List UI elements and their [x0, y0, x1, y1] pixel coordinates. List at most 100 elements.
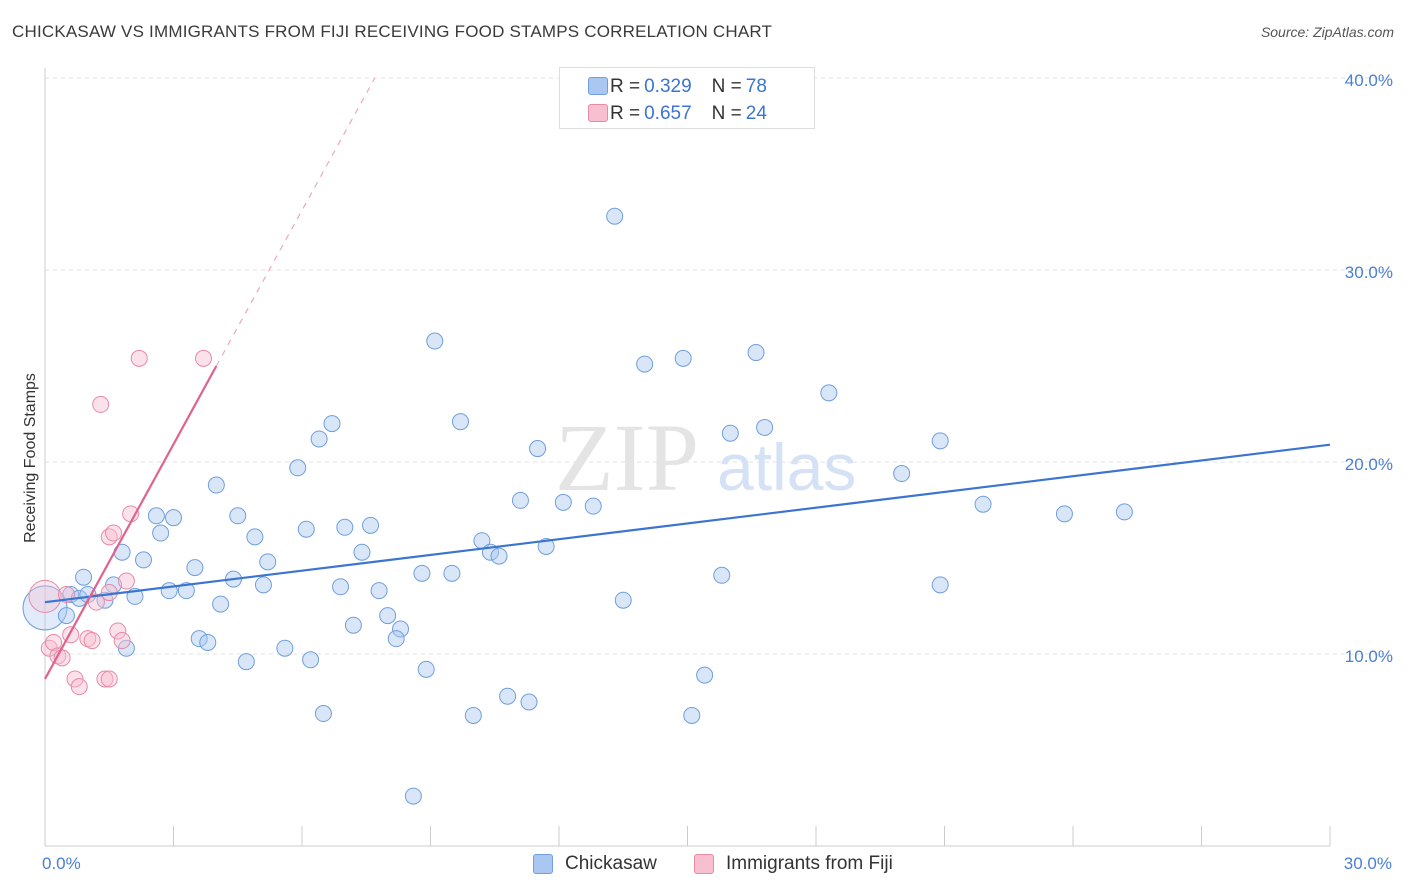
legend-r-value: 0.657: [644, 103, 692, 124]
chickasaw-point: [75, 568, 93, 586]
fiji-point: [105, 524, 123, 542]
chickasaw-point: [683, 706, 701, 724]
bottom-legend-chickasaw[interactable]: Chickasaw: [533, 851, 657, 877]
watermark-atlas: atlas: [717, 430, 856, 504]
chickasaw-point: [974, 495, 992, 513]
fiji-point: [79, 630, 97, 648]
chickasaw-point: [160, 582, 178, 600]
chickasaw-point: [747, 344, 765, 362]
chickasaw-point: [314, 705, 332, 723]
legend-r-label: R =: [610, 103, 641, 124]
bottom-legend-swatch-chickasaw: [533, 854, 553, 874]
chickasaw-point: [370, 582, 388, 600]
chickasaw-point: [259, 553, 277, 571]
chart-title: CHICKASAW VS IMMIGRANTS FROM FIJI RECEIV…: [12, 22, 773, 41]
chickasaw-point: [237, 653, 255, 671]
chickasaw-point: [302, 651, 320, 669]
chickasaw-point: [721, 424, 739, 442]
chickasaw-point: [177, 582, 195, 600]
y-tick-label: 40.0%: [1345, 71, 1393, 90]
chickasaw-point: [344, 616, 362, 634]
legend-r-label: R =: [610, 76, 641, 97]
chickasaw-point: [614, 591, 632, 609]
labels-layer: 10.0% 20.0% 30.0% 40.0% 0.0% 30.0%: [42, 71, 1393, 873]
fiji-point: [87, 593, 105, 611]
legend-row-chickasaw: R = 0.329 N = 78: [588, 75, 767, 99]
chickasaw-point: [404, 787, 422, 805]
fiji-point: [194, 349, 212, 367]
chickasaw-point: [336, 518, 354, 536]
chickasaw-point: [931, 432, 949, 450]
chickasaw-point: [464, 706, 482, 724]
chickasaw-point: [323, 415, 341, 433]
chickasaw-point: [117, 639, 135, 657]
chickasaw-point: [212, 595, 230, 613]
chickasaw-point: [893, 465, 911, 483]
fiji-point: [96, 670, 114, 688]
x-tick-label: 30.0%: [1344, 854, 1392, 873]
chickasaw-point: [362, 516, 380, 534]
legend-row-fiji: R = 0.657 N = 24: [588, 102, 767, 126]
chickasaw-point: [147, 507, 165, 525]
chickasaw-point: [199, 633, 217, 651]
chickasaw-point: [392, 620, 410, 638]
y-tick-label: 30.0%: [1345, 263, 1393, 282]
watermark-zip: ZIP: [555, 404, 699, 511]
chickasaw-point: [584, 497, 602, 515]
chickasaw-point: [426, 332, 444, 350]
chickasaw-point: [152, 524, 170, 542]
chickasaw-point: [135, 551, 153, 569]
chickasaw-point: [297, 520, 315, 538]
legend-r-value: 0.329: [644, 76, 692, 97]
chickasaw-point: [1055, 505, 1073, 523]
chickasaw-point: [254, 576, 272, 594]
chickasaw-point: [443, 564, 461, 582]
chickasaw-point: [207, 476, 225, 494]
chickasaw-point: [353, 543, 371, 561]
chickasaw-point: [820, 384, 838, 402]
y-tick-label: 10.0%: [1345, 647, 1393, 666]
chickasaw-point: [276, 639, 294, 657]
chickasaw-point: [332, 578, 350, 596]
fiji-point: [45, 633, 63, 651]
chickasaw-point: [451, 413, 469, 431]
chickasaw-point: [537, 537, 555, 555]
legend-n-label: N =: [711, 103, 742, 124]
chickasaw-point: [499, 687, 517, 705]
legend-n-label: N =: [711, 76, 742, 97]
chickasaw-point: [310, 430, 328, 448]
y-tick-label: 20.0%: [1345, 455, 1393, 474]
correlation-legend: R = 0.329 N = 78 R = 0.657 N = 24: [559, 67, 815, 129]
fiji-point: [83, 632, 101, 650]
chickasaw-point: [520, 693, 538, 711]
chickasaw-point: [57, 607, 75, 625]
legend-swatch-fiji: [588, 104, 608, 122]
fiji-point: [109, 622, 127, 640]
bottom-legend-fiji[interactable]: Immigrants from Fiji: [694, 851, 893, 877]
chickasaw-point: [246, 528, 264, 546]
y-axis-label: Receiving Food Stamps: [22, 373, 39, 543]
chickasaw-point: [229, 507, 247, 525]
x-tick-label: 0.0%: [42, 854, 81, 873]
chickasaw-point: [413, 564, 431, 582]
fiji-point: [66, 670, 84, 688]
fiji-trend-line: [44, 365, 218, 680]
fiji-point: [130, 349, 148, 367]
fiji-trend-extension: [215, 77, 376, 367]
bottom-legend-swatch-fiji: [694, 854, 714, 874]
trend-layer: [44, 77, 1331, 680]
legend-n-value: 24: [745, 103, 767, 124]
chickasaw-point: [417, 660, 435, 678]
watermark: ZIP atlas: [555, 404, 856, 511]
legend-n-value: 78: [745, 76, 767, 97]
chickasaw-point: [490, 547, 508, 565]
chickasaw-point: [931, 576, 949, 594]
chickasaw-point: [529, 440, 547, 458]
chickasaw-point: [511, 491, 529, 509]
fiji-point: [117, 572, 135, 590]
chickasaw-point: [554, 493, 572, 511]
axes-layer: [44, 68, 1331, 847]
chickasaw-point: [756, 418, 774, 436]
chickasaw-point: [190, 630, 208, 648]
